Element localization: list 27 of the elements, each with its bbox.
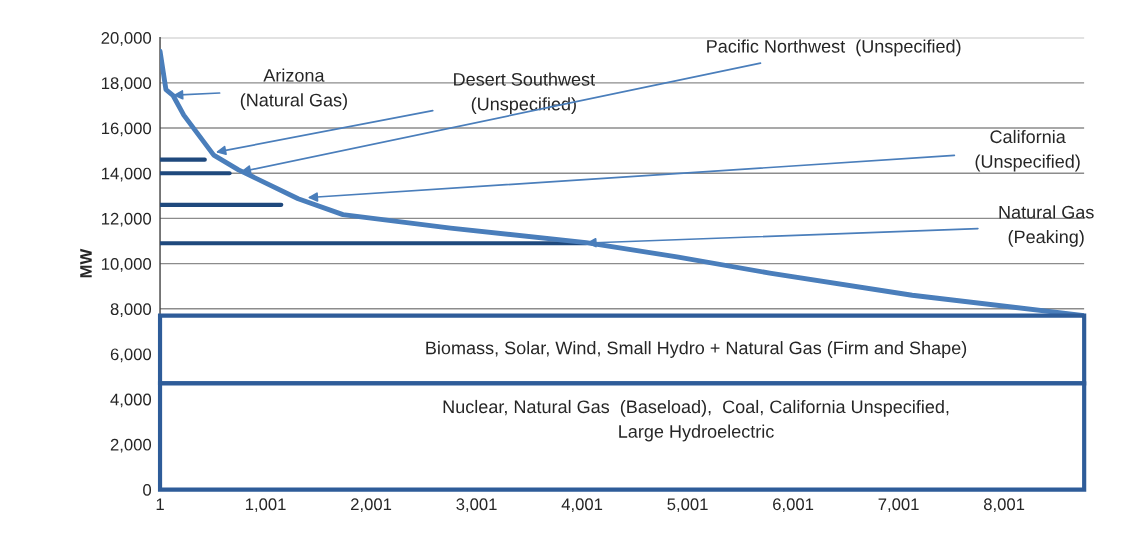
y-tick-label: 4,000 <box>110 393 152 408</box>
x-tick-label: 8,001 <box>983 498 1025 513</box>
y-axis-title: MW <box>80 248 92 278</box>
band-label: Biomass, Solar, Wind, Small Hydro + Natural Gas (Firm and Shape) <box>426 341 967 358</box>
annotation: Pacific Northwest (Unspecified) <box>707 39 961 57</box>
annotation: Natural Gas (Peaking) <box>999 205 1094 247</box>
y-tick-label: 0 <box>143 483 152 496</box>
annotation: Arizona (Natural Gas) <box>240 68 347 111</box>
x-tick-label: 5,001 <box>667 498 708 513</box>
x-tick-label: 1 <box>156 498 164 510</box>
x-tick-label: 3,001 <box>456 498 497 513</box>
y-tick-label: 20,000 <box>101 32 152 46</box>
y-tick-label: 12,000 <box>102 212 152 227</box>
x-tick-label: 6,001 <box>773 498 814 513</box>
y-tick-label: 16,000 <box>102 122 152 137</box>
y-tick-label: 2,000 <box>110 438 152 453</box>
y-tick-label: 6,000 <box>110 348 152 363</box>
x-tick-label: 7,001 <box>878 498 919 513</box>
y-tick-label: 18,000 <box>102 77 152 92</box>
band-label: Nuclear, Natural Gas (Baseload), Coal, California Unspecified, Large Hydroelectric <box>443 399 949 442</box>
y-tick-label: 10,000 <box>102 258 152 272</box>
x-tick-label: 4,001 <box>561 498 603 513</box>
x-tick-label: 1,001 <box>245 498 286 513</box>
y-tick-label: 14,000 <box>102 167 152 182</box>
annotation: California (Unspecified) <box>975 129 1080 172</box>
y-tick-label: 8,000 <box>110 303 152 317</box>
x-tick-label: 2,001 <box>351 498 392 513</box>
